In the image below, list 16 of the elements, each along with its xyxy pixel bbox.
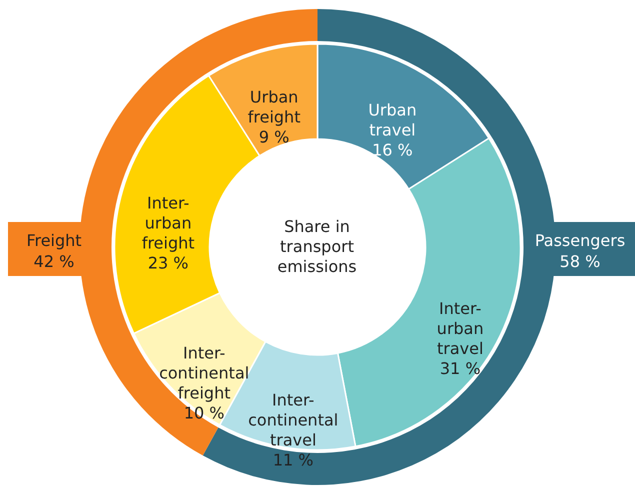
data-label: 9 % <box>258 128 290 147</box>
slice-label: Inter-continental freight <box>159 343 250 402</box>
data-label: 58 % <box>560 252 600 271</box>
data-label: 11 % <box>272 450 314 470</box>
slice-label: Passengers <box>534 231 626 250</box>
slice-label: Inter-continental travel <box>248 390 338 450</box>
data-label: 23 % <box>148 254 188 273</box>
slice-label: Freight <box>26 231 82 250</box>
slice-label: Inter-urban freight <box>142 194 195 253</box>
data-label: 42 % <box>34 252 74 271</box>
slice-label: Inter-urban travel <box>436 298 484 358</box>
data-label: 31 % <box>440 358 481 378</box>
slice-label: Urban travel <box>368 100 417 140</box>
slice-label: Urban freight <box>248 88 300 127</box>
data-label: 16 % <box>372 140 413 160</box>
text: Share in transport emissions <box>276 217 358 277</box>
